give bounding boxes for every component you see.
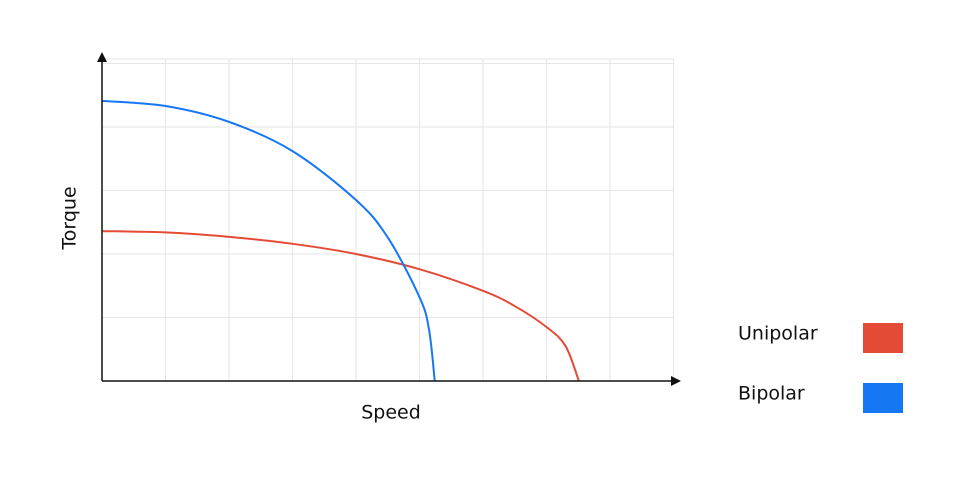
- legend-swatch: [863, 323, 903, 353]
- line-series: [101, 99, 436, 382]
- y-axis-label: Torque: [59, 186, 81, 250]
- legend-swatch: [863, 383, 903, 413]
- grid: [101, 58, 674, 382]
- legend-label: Unipolar: [738, 323, 818, 345]
- x-axis-label: Speed: [361, 402, 421, 424]
- x-axis-arrow: [671, 376, 681, 386]
- line-series: [101, 230, 580, 382]
- legend: Unipolar Bipolar: [738, 323, 903, 413]
- y-axis-arrow: [97, 52, 107, 62]
- legend-label: Bipolar: [738, 383, 805, 405]
- plot-lines: [101, 99, 580, 382]
